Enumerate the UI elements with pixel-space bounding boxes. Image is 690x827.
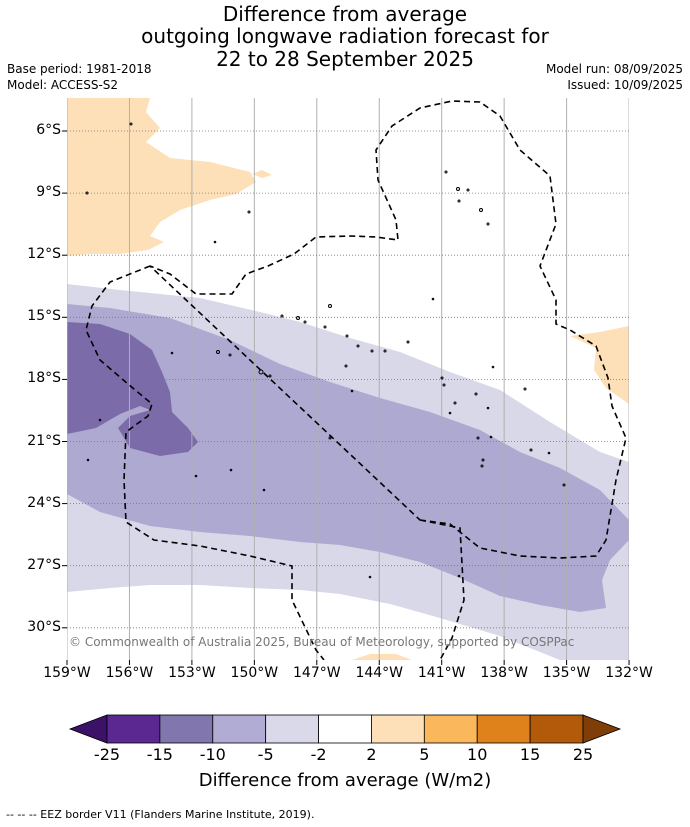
model-label: Model: ACCESS-S2 [7, 78, 119, 92]
longitude-label: 132°W [605, 665, 653, 681]
colorbar-tick-label: 25 [572, 745, 594, 764]
colorbar-max-arrow [582, 714, 622, 744]
colorbar-tick-label: 2 [366, 745, 377, 764]
colorbar [68, 714, 622, 744]
positive-region-south [352, 654, 412, 660]
colorbar-title: Difference from average (W/m2) [198, 770, 492, 791]
longitude-label: 135°W [542, 665, 591, 681]
colorbar-tick-label: -10 [199, 745, 226, 764]
map-gridlines [67, 98, 629, 660]
latitude-label: 30°S [27, 618, 61, 635]
colorbar-swatch [529, 714, 584, 744]
base-period-label: Base period: 1981-2018 [7, 62, 152, 76]
anomaly-region-dark [67, 322, 198, 456]
colorbar-tick-label: -5 [257, 745, 274, 764]
colorbar-swatch [159, 714, 214, 744]
latitude-label: 15°S [27, 308, 61, 325]
anomaly-region-medium [67, 304, 629, 612]
colorbar-swatch [265, 714, 319, 744]
longitude-label: 138°W [480, 665, 528, 681]
map-plot-area: © Commonwealth of Australia 2025, Bureau… [67, 98, 629, 660]
issued-label: Issued: 10/09/2025 [567, 78, 683, 92]
longitude-label: 147°W [293, 665, 341, 681]
chart-title-line-3: 22 to 28 September 2025 [216, 47, 474, 71]
latitude-label: 9°S [36, 184, 61, 201]
latitude-label: 21°S [27, 432, 61, 449]
longitude-label: 144°W [355, 665, 404, 681]
latitude-label: 18°S [27, 370, 61, 387]
map-axis-ticks [62, 130, 630, 665]
colorbar-tick-label: 5 [419, 745, 430, 764]
colorbar-tick-label: -15 [146, 745, 173, 764]
colorbar-swatch [106, 714, 161, 744]
colorbar-swatch [318, 714, 372, 744]
positive-region-northwest [67, 98, 256, 256]
positive-region-east [570, 326, 629, 404]
copyright-notice: © Commonwealth of Australia 2025, Bureau… [69, 635, 574, 649]
latitude-label: 27°S [27, 556, 61, 573]
eez-border-legend: -- -- -- EEZ border V11 (Flanders Marine… [6, 808, 315, 821]
island-markers [85, 122, 566, 579]
colorbar-swatch [371, 714, 425, 744]
eez-border [85, 100, 627, 660]
longitude-label: 153°W [168, 665, 216, 681]
colorbar-min-arrow [68, 714, 108, 744]
colorbar-swatch [423, 714, 478, 744]
colorbar-tick-label: 15 [519, 745, 541, 764]
model-run-label: Model run: 08/09/2025 [545, 62, 683, 76]
longitude-label: 141°W [417, 665, 466, 681]
longitude-label: 150°W [230, 665, 279, 681]
colorbar-swatch [476, 714, 531, 744]
longitude-label: 159°W [43, 665, 91, 681]
latitude-label: 12°S [27, 246, 61, 263]
chart-title-line-1: Difference from average [222, 2, 468, 26]
latitude-label: 24°S [27, 494, 61, 511]
colorbar-tick-label: 10 [467, 745, 488, 764]
colorbar-tick-label: -2 [310, 745, 327, 764]
positive-region-small [252, 170, 272, 178]
colorbar-swatch [212, 714, 267, 744]
longitude-label: 156°W [105, 665, 154, 681]
latitude-label: 6°S [36, 122, 61, 138]
chart-title-line-2: outgoing longwave radiation forecast for [141, 24, 549, 48]
colorbar-tick-label: -25 [93, 745, 121, 764]
